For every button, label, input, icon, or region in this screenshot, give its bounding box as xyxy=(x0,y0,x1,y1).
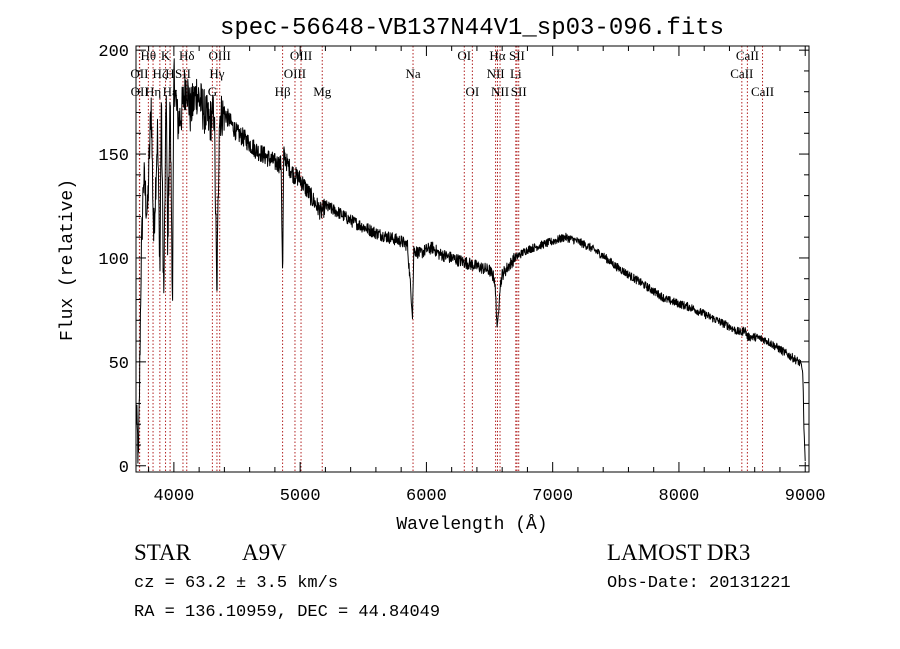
y-tick-label-3: 150 xyxy=(98,147,129,166)
line-label-11: Hγ xyxy=(209,66,224,81)
line-label-9: SII xyxy=(175,66,191,81)
y-tick-label-4: 200 xyxy=(98,43,129,62)
line-label-7: H xyxy=(165,66,174,81)
x-tick-label-2: 6000 xyxy=(406,487,447,506)
x-tick-label-1: 5000 xyxy=(280,487,321,506)
line-label-6: Hε xyxy=(163,84,178,99)
line-label-14: OIII xyxy=(290,48,312,63)
x-tick-label-4: 8000 xyxy=(659,487,700,506)
line-label-21: NII xyxy=(487,66,505,81)
line-label-27: CaII xyxy=(730,66,753,81)
line-label-10: OIII xyxy=(209,48,231,63)
x-axis-label: Wavelength (Å) xyxy=(396,514,547,535)
line-label-20: Hα xyxy=(489,48,505,63)
redshift-readout: cz = 63.2 ± 3.5 km/s xyxy=(134,574,339,593)
line-label-23: SII xyxy=(509,48,525,63)
line-label-15: OIII xyxy=(284,66,306,81)
line-label-8: Hδ xyxy=(179,48,195,63)
spectral-line-markers xyxy=(138,46,764,472)
survey-name: LAMOST DR3 xyxy=(607,540,751,565)
y-tick-label-1: 50 xyxy=(109,355,129,374)
line-label-22: NII xyxy=(491,84,509,99)
spectrum-line xyxy=(135,58,806,464)
line-label-17: Na xyxy=(405,66,420,81)
line-label-0: Hθ xyxy=(141,48,157,63)
line-label-3: Hη xyxy=(145,84,161,99)
chart-title: spec-56648-VB137N44V1_sp03-096.fits xyxy=(220,15,724,42)
object-class: STAR xyxy=(134,540,191,565)
plot-frame xyxy=(135,45,810,473)
x-tick-label-5: 9000 xyxy=(785,487,826,506)
spectrum-layer xyxy=(135,58,806,464)
line-label-1: OII xyxy=(130,66,148,81)
line-label-12: G xyxy=(208,84,217,99)
line-label-5: K xyxy=(161,48,171,63)
y-tick-label-0: 0 xyxy=(119,459,129,478)
line-label-16: Mg xyxy=(313,84,332,99)
line-label-2: OII xyxy=(131,84,149,99)
line-label-24: Li xyxy=(510,66,522,81)
line-label-18: OI xyxy=(457,48,471,63)
line-label-28: CaII xyxy=(751,84,774,99)
y-tick-label-2: 100 xyxy=(98,251,129,270)
observation-date: Obs-Date: 20131221 xyxy=(607,574,791,593)
x-tick-label-0: 4000 xyxy=(153,487,194,506)
axes-layer: 4000 5000 6000 7000 8000 9000 0 50 100 150 200 xyxy=(98,43,825,506)
line-label-25: SII xyxy=(511,84,527,99)
spectral-subclass: A9V xyxy=(242,540,287,565)
x-tick-label-3: 7000 xyxy=(532,487,573,506)
line-label-26: CaII xyxy=(736,48,759,63)
line-label-4: Hζ xyxy=(152,66,167,81)
coordinates-readout: RA = 136.10959, DEC = 44.84049 xyxy=(134,603,441,622)
line-label-13: Hβ xyxy=(275,84,291,99)
y-axis-label: Flux (relative) xyxy=(58,179,78,341)
line-label-19: OI xyxy=(466,84,480,99)
